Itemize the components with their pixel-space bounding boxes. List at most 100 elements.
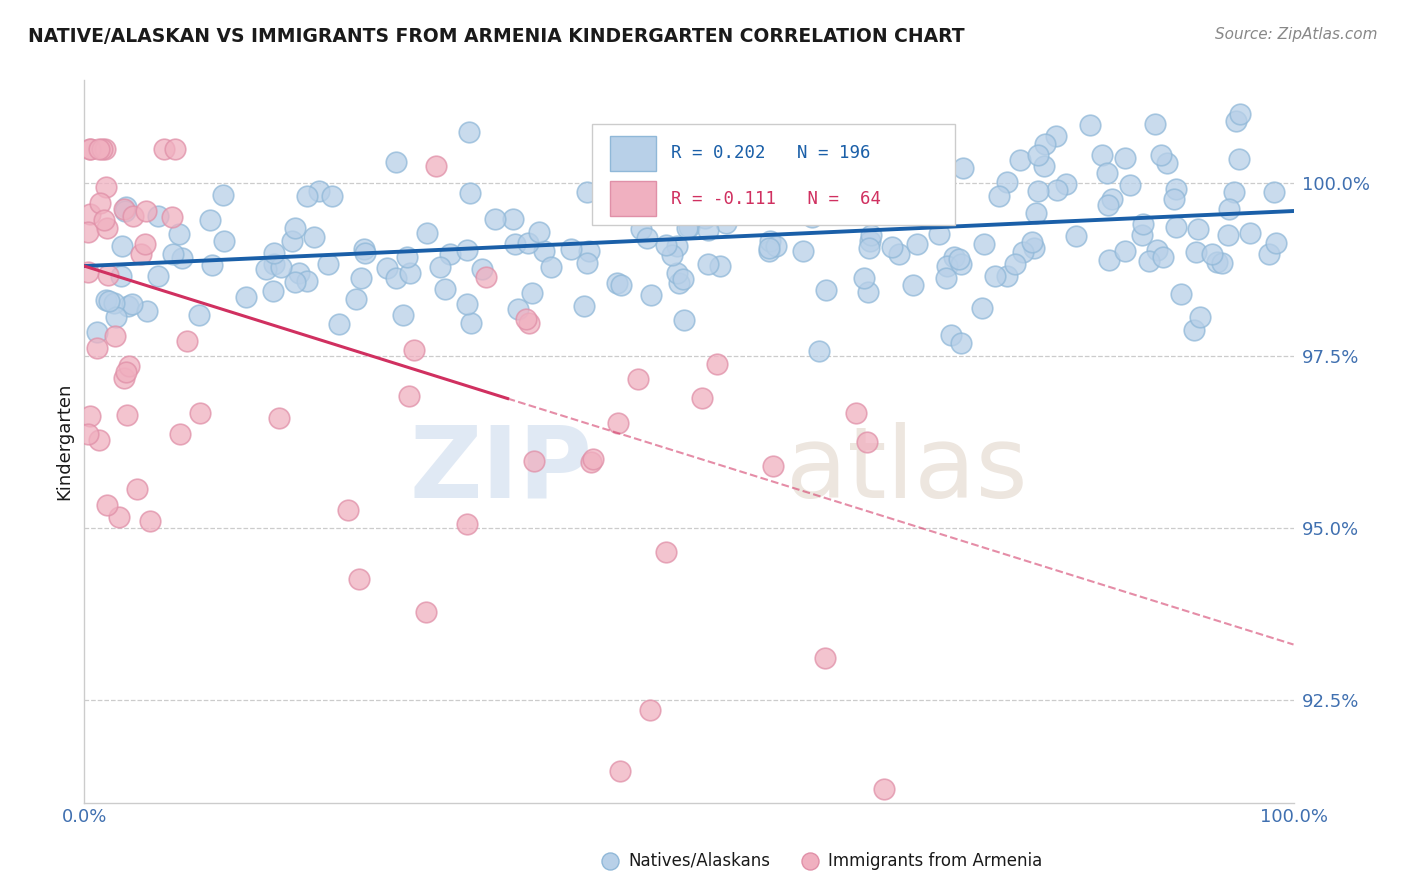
Point [79, 142, 101, 156]
Point [856, 434, 879, 449]
Point [1263, 186, 1285, 200]
Point [284, 275, 307, 289]
Point [308, 185, 330, 199]
Text: Natives/Alaskans: Natives/Alaskans [628, 852, 770, 870]
Point [696, 223, 718, 237]
Point [873, 782, 896, 797]
Point [1137, 253, 1160, 268]
Point [115, 409, 138, 423]
Point [77, 427, 100, 442]
Point [1163, 192, 1185, 206]
Point [950, 257, 973, 271]
Point [384, 270, 406, 285]
Point [121, 297, 143, 311]
Point [146, 268, 169, 283]
Point [456, 516, 478, 531]
Point [837, 203, 859, 218]
Point [828, 206, 851, 220]
Point [347, 572, 370, 586]
Point [1012, 245, 1035, 260]
Point [943, 250, 966, 264]
Point [79, 207, 101, 221]
Point [678, 219, 700, 234]
Point [97, 268, 120, 282]
Point [281, 234, 304, 248]
Point [198, 212, 221, 227]
Point [939, 327, 962, 342]
Text: NATIVE/ALASKAN VS IMMIGRANTS FROM ARMENIA KINDERGARTEN CORRELATION CHART: NATIVE/ALASKAN VS IMMIGRANTS FROM ARMENI… [28, 27, 965, 45]
Point [1205, 254, 1227, 268]
Point [640, 175, 662, 189]
Point [87, 433, 110, 447]
Point [117, 299, 139, 313]
Point [609, 764, 631, 779]
Point [856, 285, 879, 299]
Point [93, 213, 115, 227]
Point [758, 244, 780, 259]
Point [505, 236, 527, 251]
Point [456, 243, 478, 257]
Point [111, 239, 134, 253]
Point [350, 270, 373, 285]
Point [1098, 253, 1121, 268]
Point [165, 142, 187, 156]
Point [636, 231, 658, 245]
Point [139, 515, 162, 529]
Point [398, 266, 420, 280]
Point [270, 260, 292, 275]
Point [540, 260, 562, 274]
Point [1091, 147, 1114, 161]
Point [1033, 159, 1056, 173]
Point [1182, 323, 1205, 337]
Point [318, 256, 340, 270]
Point [471, 262, 494, 277]
Point [852, 271, 875, 285]
Point [863, 168, 886, 182]
Y-axis label: Kindergarten: Kindergarten [55, 383, 73, 500]
Point [606, 416, 628, 430]
Point [398, 388, 420, 402]
Point [765, 239, 787, 253]
Point [212, 234, 235, 248]
Point [717, 165, 740, 179]
Point [1026, 148, 1049, 162]
Point [846, 191, 869, 205]
Point [429, 260, 451, 275]
Point [136, 304, 159, 318]
Point [988, 189, 1011, 203]
Point [560, 242, 582, 256]
Point [845, 406, 868, 420]
Point [94, 180, 117, 194]
Point [935, 271, 957, 285]
Point [894, 203, 917, 218]
Point [170, 251, 193, 265]
Point [609, 278, 631, 293]
FancyBboxPatch shape [610, 136, 657, 170]
FancyBboxPatch shape [592, 124, 955, 225]
Point [623, 156, 645, 170]
Point [354, 246, 377, 260]
Point [288, 266, 311, 280]
Point [1097, 198, 1119, 212]
Point [1227, 152, 1250, 166]
Point [665, 239, 688, 253]
Point [108, 510, 131, 524]
Point [762, 458, 785, 473]
Point [1064, 228, 1087, 243]
Point [77, 265, 100, 279]
Point [1152, 250, 1174, 264]
Point [682, 182, 704, 196]
Point [661, 248, 683, 262]
Point [1045, 183, 1067, 197]
Point [456, 296, 478, 310]
Point [122, 210, 145, 224]
Point [759, 234, 782, 248]
Point [1229, 107, 1251, 121]
Point [1033, 136, 1056, 151]
Point [404, 343, 426, 357]
Point [900, 194, 922, 209]
Point [162, 246, 184, 260]
Point [859, 235, 882, 249]
Point [948, 252, 970, 266]
Point [950, 336, 973, 351]
